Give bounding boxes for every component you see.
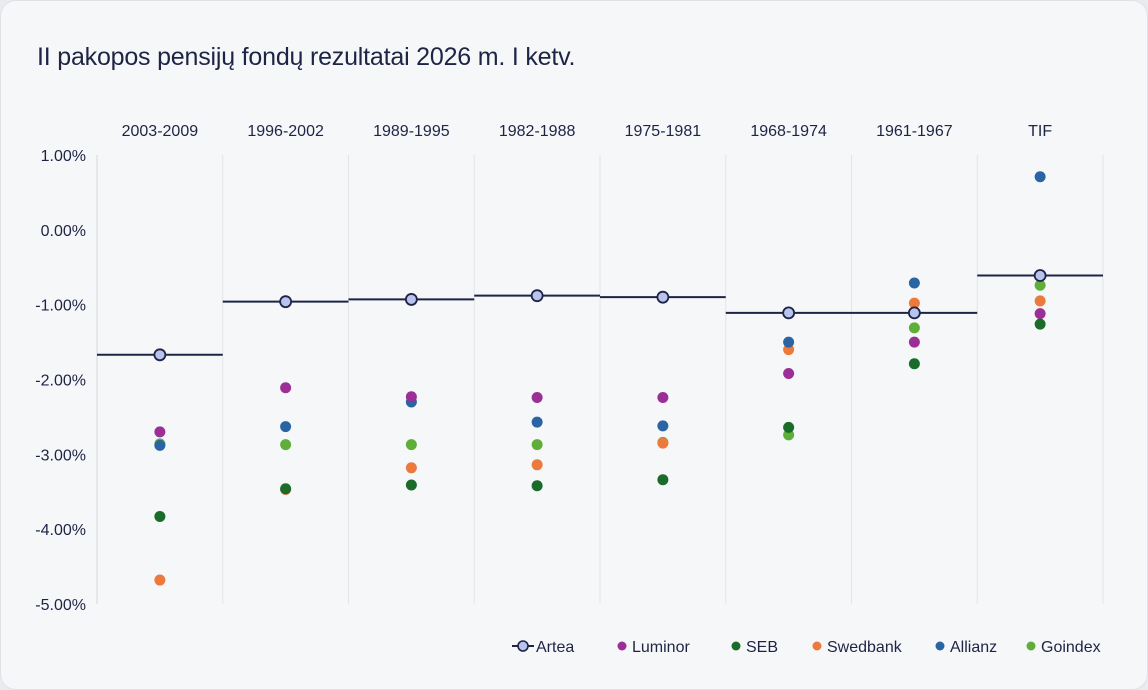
y-tick-label: -2.00% <box>35 373 86 390</box>
category-label: 1982-1988 <box>499 123 576 140</box>
data-point-allianz <box>154 439 166 451</box>
data-point-seb <box>531 480 543 492</box>
legend-marker <box>731 641 741 651</box>
legend-label: SEB <box>746 639 778 656</box>
category-label: 1996-2002 <box>247 123 324 140</box>
category-label: 1975-1981 <box>625 123 702 140</box>
data-point-artea <box>279 295 293 309</box>
data-point-swedbank <box>154 574 166 586</box>
legend-marker <box>1026 641 1036 651</box>
data-point-seb <box>783 421 795 433</box>
category-label: 1968-1974 <box>750 123 827 140</box>
data-point-artea <box>907 306 921 320</box>
data-point-goindex <box>908 322 920 334</box>
legend: Artea Luminor SEB Swedbank Allianz Goindex <box>512 639 1101 656</box>
y-tick-label: -3.00% <box>35 447 86 464</box>
data-point-seb <box>657 474 669 486</box>
category-label: TIF <box>1028 123 1052 140</box>
data-point-luminor <box>657 391 669 403</box>
chart-title: II pakopos pensijų fondų rezultatai 2026… <box>37 43 576 71</box>
data-point-seb <box>908 358 920 370</box>
y-tick-label: 1.00% <box>41 148 86 165</box>
legend-label: Goindex <box>1041 639 1101 656</box>
category-label: 1961-1967 <box>876 123 953 140</box>
data-point-goindex <box>405 439 417 451</box>
data-point-seb <box>1034 318 1046 330</box>
data-point-artea <box>656 290 670 304</box>
data-point-allianz <box>280 421 292 433</box>
data-point-luminor <box>405 391 417 403</box>
data-point-goindex <box>1034 279 1046 291</box>
data-point-allianz <box>657 420 669 432</box>
category-label: 1989-1995 <box>373 123 450 140</box>
data-point-luminor <box>1034 308 1046 320</box>
y-tick-label: -4.00% <box>35 522 86 539</box>
data-point-seb <box>405 479 417 491</box>
data-point-luminor <box>908 336 920 348</box>
y-tick-label: 0.00% <box>41 223 86 240</box>
data-point-allianz <box>783 336 795 348</box>
data-point-allianz <box>908 277 920 289</box>
legend-label: Swedbank <box>827 639 903 656</box>
legend-label: Luminor <box>632 639 690 656</box>
data-point-swedbank <box>531 459 543 471</box>
data-point-swedbank <box>1034 295 1046 307</box>
y-tick-label: -1.00% <box>35 298 86 315</box>
data-point-artea <box>1033 269 1047 282</box>
data-point-luminor <box>783 368 795 380</box>
legend-marker <box>617 641 627 651</box>
data-point-artea <box>782 306 796 320</box>
data-point-artea <box>530 289 544 303</box>
data-point-goindex <box>280 439 292 451</box>
y-tick-label: -5.00% <box>35 597 86 614</box>
data-point-swedbank <box>908 297 920 309</box>
data-point-goindex <box>531 439 543 451</box>
data-point-luminor <box>280 382 292 394</box>
data-point-allianz <box>531 416 543 428</box>
data-point-artea <box>404 293 418 306</box>
data-point-luminor <box>531 391 543 403</box>
data-point-luminor <box>154 426 166 438</box>
legend-marker <box>812 641 822 651</box>
legend-marker <box>517 640 529 652</box>
legend-label: Allianz <box>950 639 997 656</box>
category-label: 2003-2009 <box>122 123 199 140</box>
data-point-swedbank <box>657 437 669 449</box>
data-point-artea <box>153 348 167 362</box>
data-point-seb <box>280 483 292 495</box>
data-point-seb <box>154 510 166 522</box>
legend-marker <box>935 641 945 651</box>
data-point-allianz <box>1034 171 1046 183</box>
legend-label: Artea <box>536 639 574 656</box>
data-point-swedbank <box>405 462 417 474</box>
